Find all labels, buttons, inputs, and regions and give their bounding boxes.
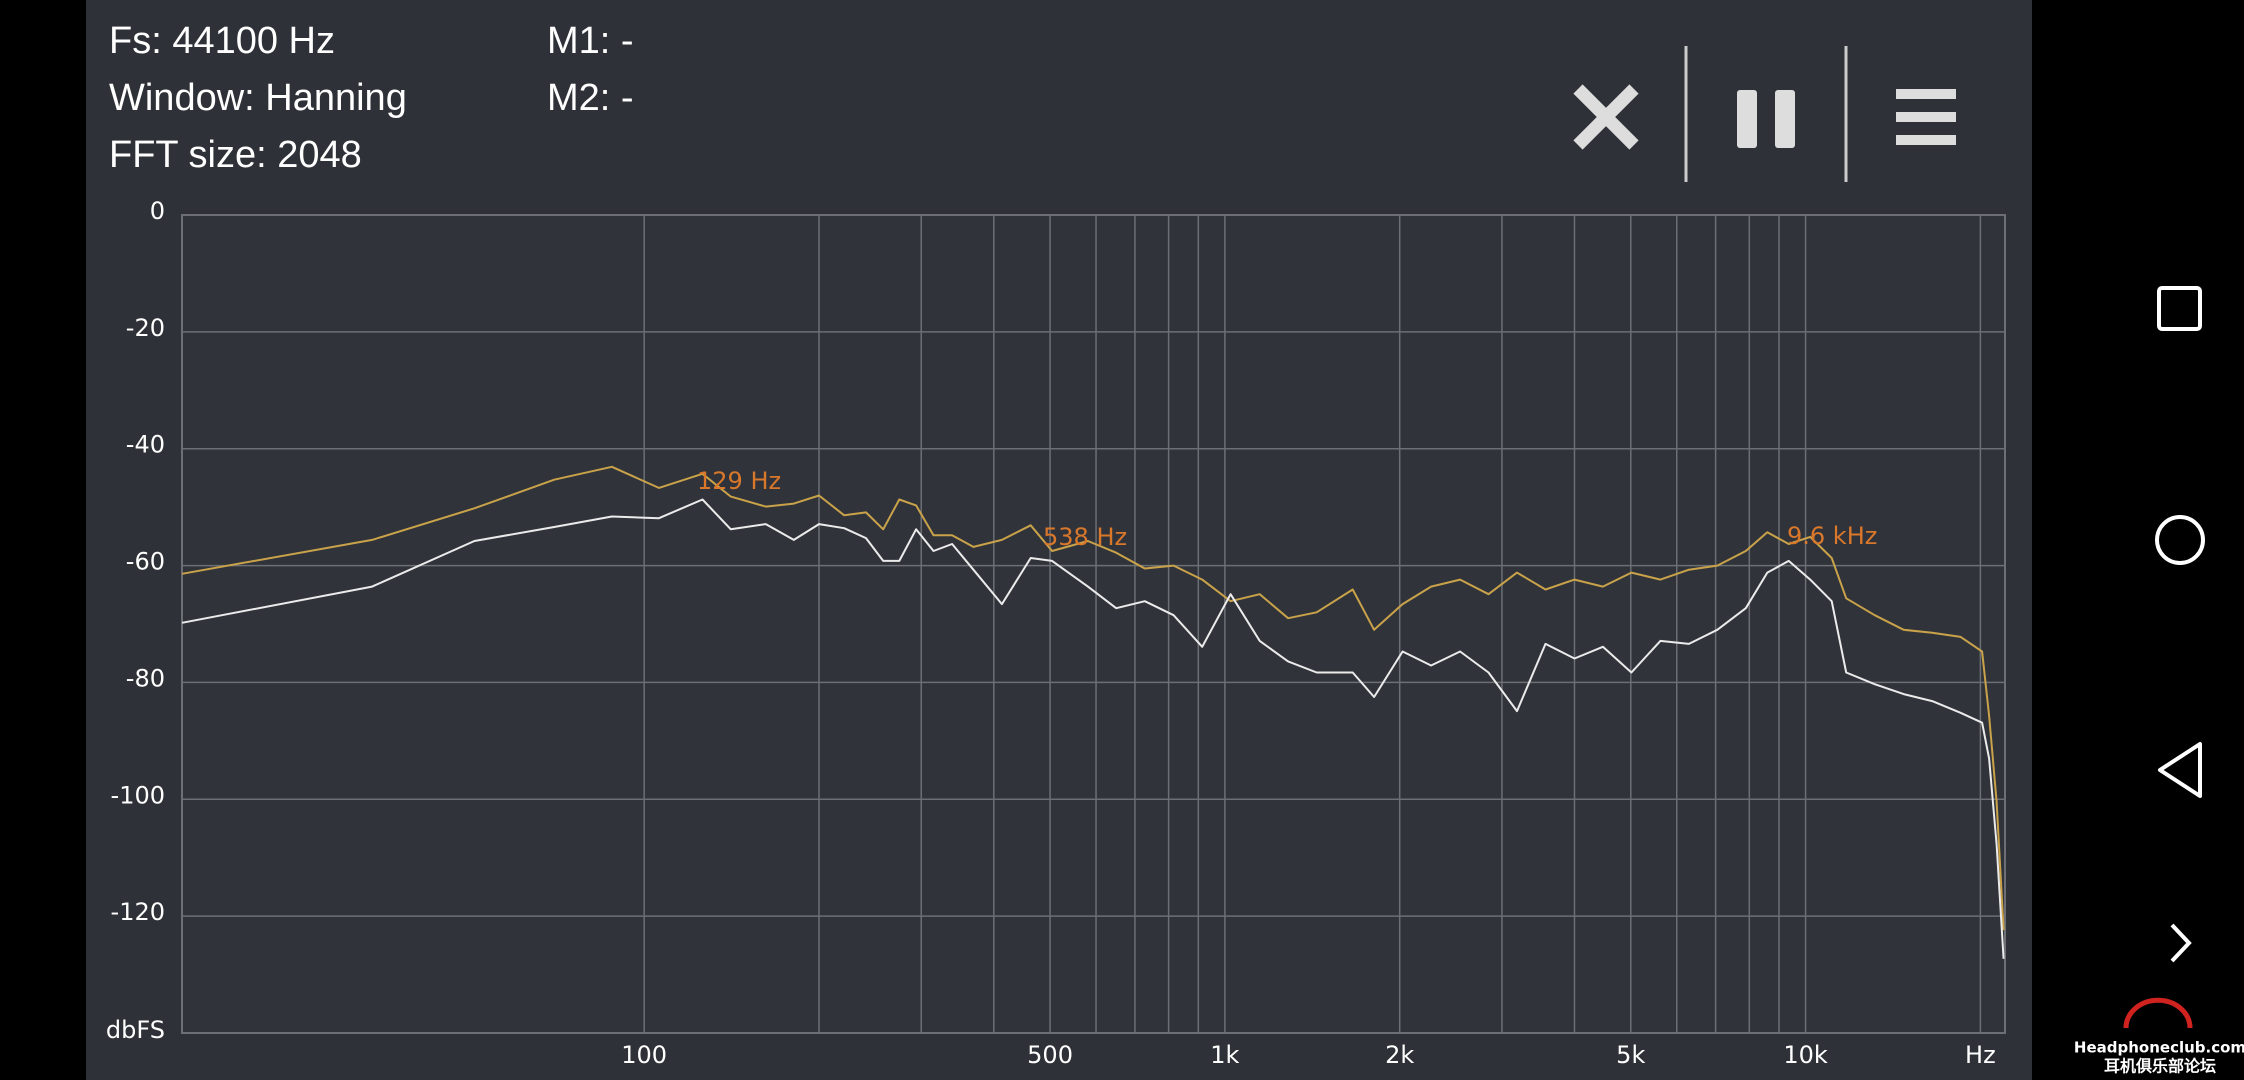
window-type: Window: Hanning xyxy=(109,77,407,119)
y-tick-label: -40 xyxy=(126,431,165,459)
peak-annotation: 538 Hz xyxy=(1043,523,1127,551)
y-tick-label: 0 xyxy=(150,197,165,225)
x-tick-label: 1k xyxy=(1210,1041,1239,1069)
recents-button[interactable] xyxy=(2157,286,2202,331)
y-axis-label: dbFS xyxy=(106,1016,165,1044)
back-button[interactable] xyxy=(2158,742,2202,798)
spectrum-line xyxy=(181,465,2005,931)
x-tick-label: Hz xyxy=(1965,1041,1996,1069)
nav-bar xyxy=(2155,286,2205,963)
spectrum-chart: 100 500 1k 2k 5k 10k Hz 0 -20 -40 -60 -80 -100 -120 db… xyxy=(106,197,2006,1069)
home-button[interactable] xyxy=(2155,515,2205,565)
y-tick-label: -80 xyxy=(126,664,165,692)
y-tick-label: -20 xyxy=(126,314,165,342)
watermark-site: Headphoneclub.com xyxy=(2074,1039,2244,1057)
y-tick-label: -120 xyxy=(111,898,165,926)
peak-annotation: 9.6 kHz xyxy=(1787,522,1877,550)
watermark-logo xyxy=(2123,997,2193,1029)
y-tick-label: -100 xyxy=(111,781,165,809)
expand-button[interactable] xyxy=(2170,923,2192,963)
marker-2: M2: - xyxy=(547,77,634,119)
menu-button[interactable] xyxy=(1896,89,1956,145)
fft-size: FFT size: 2048 xyxy=(109,134,362,176)
peak-annotation: 129 Hz xyxy=(697,467,781,495)
x-tick-label: 10k xyxy=(1783,1041,1828,1069)
watermark-cn: 耳机俱乐部论坛 xyxy=(2104,1057,2216,1076)
plot-area xyxy=(181,214,2006,1034)
spectrum-line xyxy=(181,498,2005,959)
pause-button[interactable] xyxy=(1737,90,1795,148)
sample-rate: Fs: 44100 Hz xyxy=(109,20,335,62)
x-tick-label: 2k xyxy=(1385,1041,1414,1069)
close-button[interactable] xyxy=(1573,84,1639,150)
x-tick-label: 5k xyxy=(1616,1041,1645,1069)
x-tick-label: 100 xyxy=(621,1041,667,1069)
y-tick-label: -60 xyxy=(126,548,165,576)
x-tick-label: 500 xyxy=(1027,1041,1073,1069)
marker-1: M1: - xyxy=(547,20,634,62)
